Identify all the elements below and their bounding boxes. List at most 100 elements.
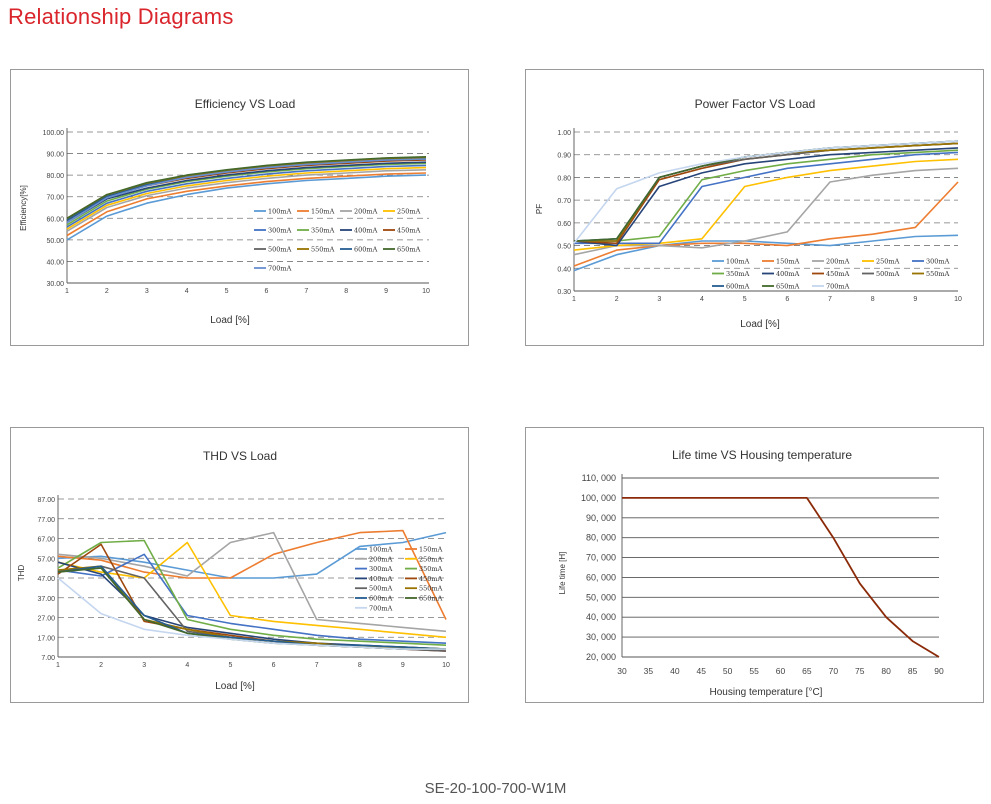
legend-label-300mA: 300mA <box>268 227 292 235</box>
y-tick-label: 90, 000 <box>586 513 616 523</box>
x-tick-label: 1 <box>572 296 576 303</box>
x-tick-label: 3 <box>142 662 146 669</box>
x-tick-label: 9 <box>401 662 405 669</box>
x-tick-label: 30 <box>617 666 627 676</box>
legend-label-150mA: 150mA <box>419 546 443 554</box>
y-tick-label: 40.00 <box>46 259 64 266</box>
series-line-550mA <box>574 142 959 242</box>
y-tick-label: 110, 000 <box>582 473 616 483</box>
legend-label-400mA: 400mA <box>369 575 393 583</box>
y-tick-label: 57.00 <box>37 556 55 563</box>
x-tick-label: 1 <box>56 662 60 669</box>
x-tick-label: 10 <box>422 288 430 295</box>
y-axis-label: Life time [H] <box>558 552 567 595</box>
legend-label-200mA: 200mA <box>369 555 393 563</box>
legend-label-450mA: 450mA <box>397 227 421 235</box>
legend-label-350mA: 350mA <box>311 227 335 235</box>
series-line-350mA <box>57 539 447 646</box>
chart-title: THD VS Load <box>203 449 277 463</box>
x-tick-label: 9 <box>913 296 917 303</box>
x-axis-label: Load [%] <box>210 315 250 326</box>
series-line-700mA <box>66 158 427 224</box>
y-tick-label: 0.70 <box>557 198 571 205</box>
y-tick-label: 7.00 <box>41 655 55 662</box>
x-tick-label: 75 <box>855 666 865 676</box>
legend-label-200mA: 200mA <box>826 258 850 266</box>
series-line-250mA <box>57 541 447 639</box>
series-line-150mA <box>66 172 427 237</box>
y-tick-label: 30.00 <box>46 281 64 288</box>
y-tick-label: 30, 000 <box>586 632 616 642</box>
x-tick-label: 40 <box>670 666 680 676</box>
x-tick-label: 4 <box>185 288 189 295</box>
x-tick-label: 2 <box>105 288 109 295</box>
series-line-250mA <box>66 166 427 230</box>
series-line-700mA <box>573 140 959 244</box>
legend-label-200mA: 200mA <box>354 208 378 216</box>
efficiency-chart: Efficiency VS Load 30.00 40.00 50.00 60.00 70… <box>19 97 430 326</box>
series-line-400mA <box>573 147 959 247</box>
y-tick-label: 87.00 <box>37 497 55 504</box>
x-axis-label: Housing temperature [°C] <box>710 687 823 698</box>
x-tick-label: 3 <box>145 288 149 295</box>
x-tick-label: 8 <box>358 662 362 669</box>
x-tick-label: 7 <box>304 288 308 295</box>
x-tick-label: 7 <box>315 662 319 669</box>
legend-label-150mA: 150mA <box>776 258 800 266</box>
legend-label-250mA: 250mA <box>876 258 900 266</box>
series-line-100mA <box>573 234 959 272</box>
series-line-650mA <box>66 156 427 219</box>
y-tick-label: 90.00 <box>46 152 64 159</box>
legend-label-650mA: 650mA <box>397 246 421 254</box>
legend-label-250mA: 250mA <box>419 555 443 563</box>
series-line-400mA <box>66 161 427 224</box>
legend-label-350mA: 350mA <box>419 565 443 573</box>
legend-label-100mA: 100mA <box>369 546 393 554</box>
legend-label-600mA: 600mA <box>354 246 378 254</box>
x-tick-label: 65 <box>802 666 812 676</box>
legend-label-500mA: 500mA <box>876 270 900 278</box>
y-axis-label: Efficiency[%] <box>19 185 28 231</box>
x-tick-label: 7 <box>828 296 832 303</box>
x-tick-label: 80 <box>881 666 891 676</box>
legend-label-600mA: 600mA <box>726 283 750 291</box>
x-tick-label: 50 <box>723 666 733 676</box>
legend-label-150mA: 150mA <box>311 208 335 216</box>
y-tick-label: 70, 000 <box>586 553 616 563</box>
x-tick-label: 3 <box>657 296 661 303</box>
series-line-250mA <box>573 158 959 251</box>
legend-label-450mA: 450mA <box>826 270 850 278</box>
series-line-100mA <box>66 174 427 241</box>
series-line-300mA <box>574 151 959 245</box>
series-line-450mA <box>573 142 959 245</box>
x-tick-label: 2 <box>615 296 619 303</box>
y-axis-label: PF <box>535 204 544 214</box>
y-tick-label: 100.00 <box>43 130 65 137</box>
series-line-500mA <box>574 142 959 242</box>
y-tick-label: 60, 000 <box>586 572 616 582</box>
y-tick-label: 1.00 <box>557 130 571 137</box>
series-line-350mA <box>574 149 959 242</box>
y-tick-label: 27.00 <box>37 616 55 623</box>
legend-label-350mA: 350mA <box>726 270 750 278</box>
legend-label-600mA: 600mA <box>369 595 393 603</box>
legend-label-100mA: 100mA <box>268 208 292 216</box>
legend-label-650mA: 650mA <box>419 595 443 603</box>
y-tick-label: 0.80 <box>557 175 571 182</box>
y-tick-label: 100, 000 <box>581 493 616 503</box>
series-line-100mA <box>57 531 447 579</box>
y-tick-label: 0.90 <box>557 153 571 160</box>
x-tick-label: 5 <box>743 296 747 303</box>
y-tick-label: 50.00 <box>46 238 64 245</box>
model-footer: SE-20-100-700-W1M <box>424 780 567 797</box>
x-tick-label: 10 <box>442 662 450 669</box>
legend-label-550mA: 550mA <box>419 585 443 593</box>
x-tick-label: 8 <box>344 288 348 295</box>
legend-label-450mA: 450mA <box>419 575 443 583</box>
x-tick-label: 10 <box>954 296 962 303</box>
legend-label-400mA: 400mA <box>354 227 378 235</box>
y-tick-label: 60.00 <box>46 216 64 223</box>
legend-label-650mA: 650mA <box>776 283 800 291</box>
series-line-200mA <box>66 169 427 232</box>
